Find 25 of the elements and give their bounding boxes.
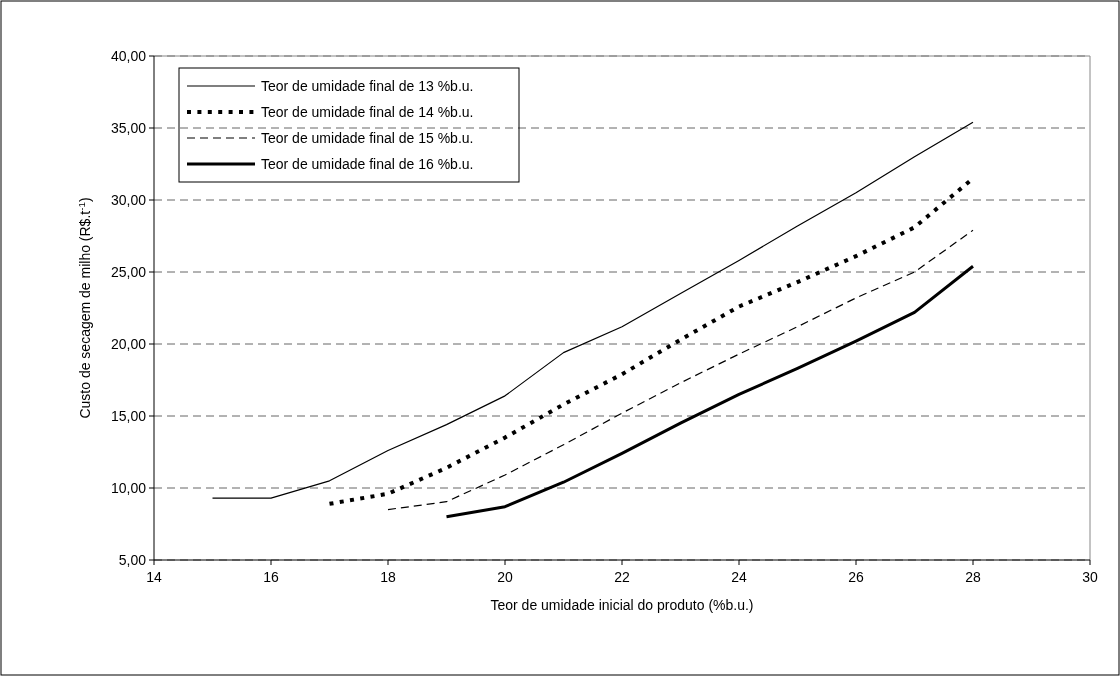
legend-label: Teor de umidade final de 16 %b.u. bbox=[261, 155, 474, 172]
y-tick-label: 5,00 bbox=[118, 551, 147, 568]
line-series bbox=[211, 121, 974, 499]
x-tick-label: 22 bbox=[614, 569, 630, 585]
x-tick-label: 24 bbox=[731, 569, 747, 585]
line-series bbox=[445, 264, 975, 519]
x-tick-label: 18 bbox=[380, 569, 396, 585]
y-tick-label: 40,00 bbox=[110, 47, 147, 64]
y-tick-label: 30,00 bbox=[110, 191, 147, 208]
x-tick-label: 16 bbox=[263, 569, 279, 585]
line-series bbox=[387, 229, 974, 511]
y-tick-label: 20,00 bbox=[110, 335, 147, 352]
x-tick-label: 26 bbox=[848, 569, 864, 585]
x-axis-title: Teor de umidade inicial do produto (%b.u.) bbox=[490, 597, 754, 613]
legend-label: Teor de umidade final de 14 %b.u. bbox=[261, 103, 474, 120]
legend-label: Teor de umidade final de 15 %b.u. bbox=[261, 129, 474, 146]
y-tick-label: 25,00 bbox=[110, 263, 147, 280]
x-tick-label: 14 bbox=[146, 569, 162, 585]
y-tick-label: 10,00 bbox=[110, 479, 147, 496]
x-tick-label: 30 bbox=[1082, 569, 1098, 585]
legend-label: Teor de umidade final de 13 %b.u. bbox=[261, 77, 474, 94]
x-tick-label: 28 bbox=[965, 569, 981, 585]
x-tick-label: 20 bbox=[497, 569, 513, 585]
y-tick-label: 15,00 bbox=[110, 407, 147, 424]
y-tick-label: 35,00 bbox=[110, 119, 147, 136]
